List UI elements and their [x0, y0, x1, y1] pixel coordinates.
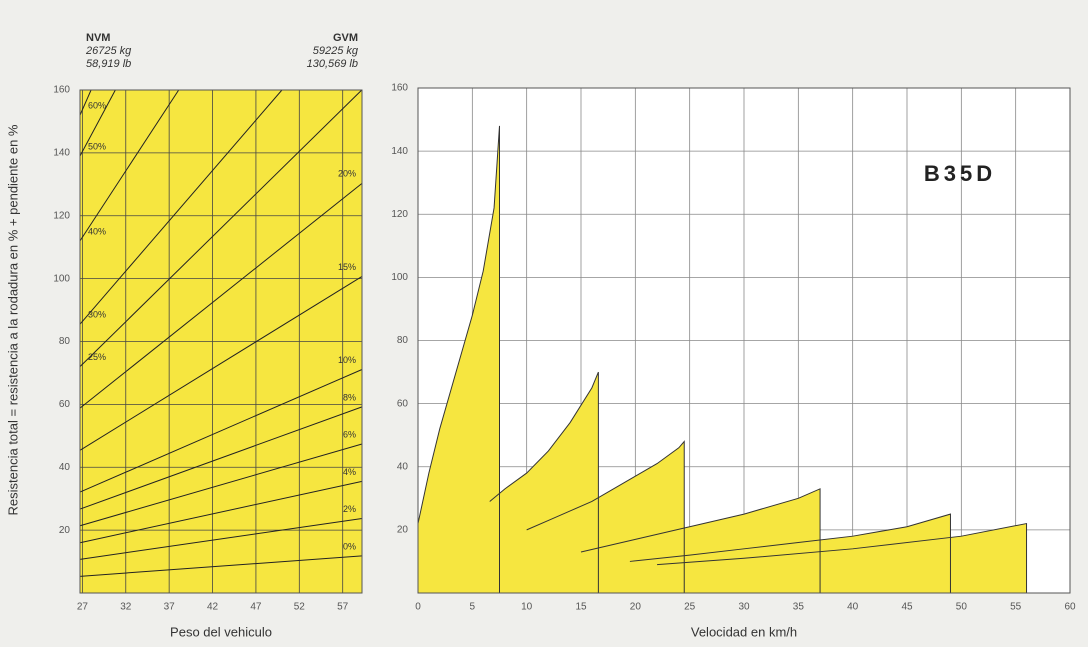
- x-tick-label: 40: [847, 602, 859, 613]
- gear-area: [418, 125, 500, 593]
- grade-label: 4%: [343, 467, 356, 477]
- x-tick-label: 27: [77, 602, 89, 613]
- x-tick-label: 52: [294, 602, 306, 613]
- gear-curve: [657, 522, 1028, 593]
- nvm-lb: 58,919 lb: [86, 58, 131, 70]
- y-tick-label: 120: [53, 210, 70, 221]
- grade-label: 50%: [88, 141, 106, 151]
- grade-line: [79, 89, 92, 116]
- x-tick-label: 42: [207, 602, 219, 613]
- x-tick-label: 57: [337, 602, 349, 613]
- plot-frame: [417, 87, 1071, 594]
- y-tick-label: 120: [391, 209, 408, 220]
- x-tick-label: 20: [630, 602, 642, 613]
- grade-label: 6%: [343, 429, 356, 439]
- x-tick-label: 37: [164, 602, 176, 613]
- nvm-kg: 26725 kg: [85, 45, 132, 57]
- grade-label: 60%: [88, 101, 106, 111]
- grade-line: [79, 89, 116, 157]
- y-tick-label: 60: [59, 399, 71, 410]
- y-tick-label: 140: [391, 146, 408, 157]
- grade-label: 0%: [343, 541, 356, 551]
- y-tick-label: 160: [391, 83, 408, 94]
- grade-label: 15%: [338, 262, 356, 272]
- y-tick-label: 160: [53, 85, 70, 96]
- grade-label: 10%: [338, 355, 356, 365]
- model-title: B35D: [924, 161, 996, 186]
- gear-curve: [417, 125, 500, 593]
- y-axis-label: Resistencia total = resistencia a la rod…: [5, 124, 20, 515]
- gvm-lb: 130,569 lb: [307, 58, 358, 70]
- y-tick-label: 140: [53, 148, 70, 159]
- x-tick-label: 0: [415, 602, 421, 613]
- plot-frame: [79, 89, 363, 594]
- y-tick-label: 80: [397, 335, 409, 346]
- x-tick-label: 47: [250, 602, 262, 613]
- gear-curve: [629, 513, 951, 593]
- x-tick-label: 5: [470, 602, 476, 613]
- y-tick-label: 40: [397, 461, 409, 472]
- gear-area: [657, 523, 1027, 593]
- grade-label: 8%: [343, 392, 356, 402]
- grade-line: [79, 275, 363, 451]
- x-tick-label: 45: [901, 602, 913, 613]
- grade-label: 30%: [88, 310, 106, 320]
- grade-line: [79, 517, 363, 560]
- grade-label: 40%: [88, 226, 106, 236]
- y-tick-label: 100: [53, 273, 70, 284]
- gear-curve: [526, 440, 685, 593]
- x-tick-label: 15: [575, 602, 587, 613]
- x-tick-label: 60: [1064, 602, 1076, 613]
- y-tick-label: 20: [59, 525, 71, 536]
- grade-line: [79, 555, 363, 577]
- grade-line: [79, 480, 363, 544]
- x-tick-label: 30: [738, 602, 750, 613]
- grade-label: 25%: [88, 352, 106, 362]
- y-tick-label: 80: [59, 336, 71, 347]
- x-tick-label: 25: [684, 602, 696, 613]
- y-tick-label: 20: [397, 525, 409, 536]
- grade-line: [79, 443, 363, 527]
- x-tick-label: 10: [521, 602, 533, 613]
- x-tick-label: 32: [120, 602, 132, 613]
- y-tick-label: 100: [391, 272, 408, 283]
- grade-label: 20%: [338, 169, 356, 179]
- grade-line: [79, 89, 283, 325]
- grade-line: [79, 89, 180, 242]
- x-axis-label: Velocidad en km/h: [691, 624, 797, 639]
- y-tick-label: 60: [397, 398, 409, 409]
- x-tick-label: 35: [793, 602, 805, 613]
- grade-label: 2%: [343, 504, 356, 514]
- grade-line: [79, 182, 363, 409]
- x-axis-label: Peso del vehiculo: [170, 624, 272, 639]
- y-tick-label: 40: [59, 462, 71, 473]
- grade-line: [79, 406, 363, 510]
- nvm-label: NVM: [86, 32, 110, 44]
- x-tick-label: 50: [956, 602, 968, 613]
- gvm-kg: 59225 kg: [313, 45, 359, 57]
- grade-line: [79, 369, 363, 493]
- grade-line: [79, 89, 363, 368]
- gvm-label: GVM: [333, 32, 358, 44]
- gear-curve: [580, 488, 821, 593]
- x-tick-label: 55: [1010, 602, 1022, 613]
- gear-curve: [489, 371, 599, 593]
